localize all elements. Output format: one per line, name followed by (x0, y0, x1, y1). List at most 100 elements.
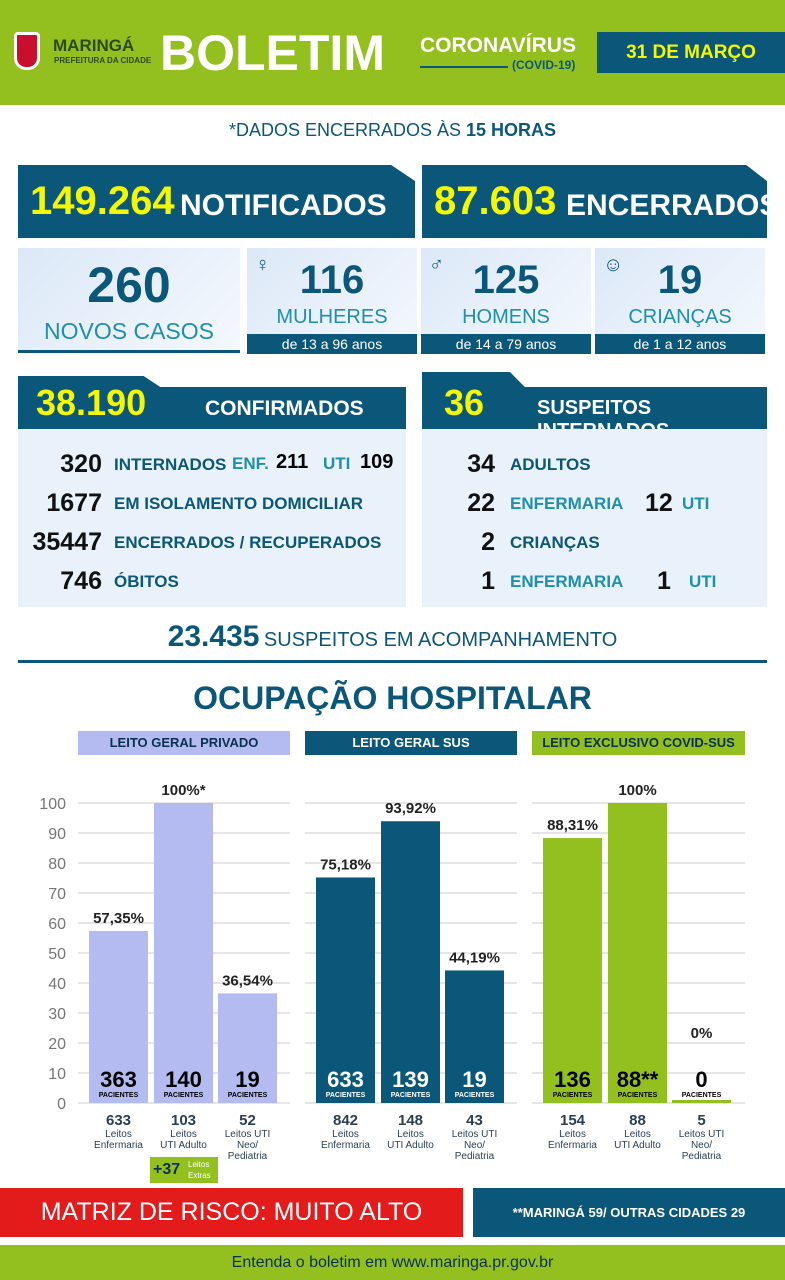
bar (218, 993, 277, 1103)
bar-percent-label: 0% (691, 1025, 713, 1042)
closed-label: ENCERRADOS (566, 189, 780, 222)
bar (381, 821, 440, 1103)
group-label-sus: LEITO GERAL SUS (305, 731, 517, 755)
beds-count: 148 (398, 1112, 423, 1129)
patients-label: PACIENTES (391, 1092, 431, 1099)
icu-value: 1 (657, 567, 671, 595)
card-age-range: de 13 a 96 anos (247, 334, 417, 354)
bulletin-title: BOLETIM (160, 25, 385, 81)
bar-percent-label: 36,54% (222, 972, 273, 989)
row-label: INTERNADOS (114, 455, 227, 474)
ward-label: ENF. (232, 454, 269, 473)
row-label: CRIANÇAS (510, 533, 600, 552)
y-tick-label: 80 (48, 856, 66, 873)
beds-count: 154 (560, 1112, 586, 1129)
baby-icon: ☺ (603, 254, 624, 276)
beds-count: 52 (239, 1112, 256, 1129)
bar (543, 838, 602, 1103)
y-tick-label: 30 (48, 1006, 66, 1023)
icu-value: 109 (360, 451, 394, 473)
new-cases-card: 260 NOVOS CASOS (18, 248, 240, 353)
extra-beds-badge: +37 Leitos Extras (150, 1157, 218, 1183)
patients-value: 363 (100, 1067, 137, 1092)
patients-label: PACIENTES (618, 1092, 658, 1099)
card-value: 116 (299, 258, 365, 302)
beds-count: 43 (466, 1112, 483, 1129)
y-tick-label: 90 (48, 826, 66, 843)
data-cutoff-note: *DADOS ENCERRADOS ÀS 15 HORAS (0, 120, 785, 141)
beds-count: 633 (106, 1112, 131, 1129)
beds-count: 103 (171, 1112, 196, 1129)
confirmed-value: 38.190 (36, 382, 147, 423)
y-tick-label: 100 (39, 796, 66, 813)
beds-count: 88 (629, 1112, 646, 1129)
bed-type-label: Enfermaria (321, 1140, 370, 1151)
confirmed-panel (18, 429, 406, 607)
row-label: ADULTOS (510, 455, 591, 474)
demographic-card: ♀ 116 MULHERES de 13 a 96 anos (247, 248, 417, 354)
card-value: 19 (657, 258, 703, 302)
bar (672, 1100, 731, 1103)
bed-type-label: Leitos (559, 1129, 586, 1140)
website-footer[interactable]: Entenda o boletim em www.maringa.pr.gov.… (0, 1245, 785, 1280)
patients-value: 19 (235, 1067, 259, 1092)
bed-type-label: Leitos UTI (679, 1129, 725, 1140)
bar (608, 803, 667, 1103)
card-label: CRIANÇAS (628, 306, 732, 328)
divider (420, 66, 508, 68)
icu-label: UTI (682, 494, 710, 513)
card-age-range: de 1 a 12 anos (595, 334, 765, 354)
patients-value: 0 (695, 1067, 707, 1092)
y-tick-label: 0 (57, 1096, 66, 1113)
bar (154, 803, 213, 1103)
row-value: 320 (60, 450, 102, 478)
note-hour: 15 HORAS (466, 120, 557, 140)
row-value: 1677 (46, 489, 102, 517)
bed-type-label: Neo/ (464, 1140, 485, 1151)
bed-type-label: Pediatria (682, 1151, 722, 1162)
bed-type-label: Leitos (397, 1129, 424, 1140)
patients-value: 140 (165, 1067, 202, 1092)
patients-label: PACIENTES (228, 1092, 268, 1099)
bar (89, 930, 148, 1103)
bed-type-label: Leitos (624, 1129, 651, 1140)
notified-banner: 149.264 NOTIFICADOS (18, 165, 415, 238)
beds-count: 842 (333, 1112, 358, 1129)
y-tick-label: 10 (48, 1066, 66, 1083)
beds-count: 5 (697, 1112, 705, 1129)
bar-percent-label: 75,18% (320, 856, 371, 873)
demographic-card: ♂ 125 HOMENS de 14 a 79 anos (421, 248, 591, 354)
bed-type-label: Leitos (170, 1129, 197, 1140)
bed-type-label: Enfermaria (548, 1140, 597, 1151)
bar-percent-label: 93,92% (385, 800, 436, 817)
date-badge: 31 DE MARÇO (597, 32, 785, 73)
icu-label: UTI (323, 454, 351, 473)
row-value: 22 (467, 489, 495, 517)
extra-beds-label: Leitos Extras (188, 1160, 211, 1180)
bed-type-label: Enfermaria (94, 1140, 143, 1151)
ward-value: 211 (276, 451, 309, 473)
origin-note: **MARINGÁ 59/ OUTRAS CIDADES 29 (473, 1188, 785, 1237)
patients-value: 136 (554, 1067, 591, 1092)
card-label: MULHERES (276, 306, 388, 328)
suspects-value-box: 36 (422, 372, 532, 428)
risk-banner: MATRIZ DE RISCO: MUITO ALTO (0, 1188, 463, 1237)
y-tick-label: 20 (48, 1036, 66, 1053)
y-tick-label: 60 (48, 916, 66, 933)
new-cases-value: 260 (87, 257, 171, 313)
city-crest-icon (14, 32, 40, 70)
row-label: ENFERMARIA (510, 494, 624, 513)
bar-percent-label: 44,19% (449, 949, 500, 966)
group-label-covid: LEITO EXCLUSIVO COVID-SUS (532, 731, 745, 755)
confirmed-label: CONFIRMADOS (205, 397, 364, 420)
row-label: ENCERRADOS / RECUPERADOS (114, 533, 382, 552)
bar-percent-label: 88,31% (547, 817, 598, 834)
y-tick-label: 40 (48, 976, 66, 993)
monitoring-line: 23.435 SUSPEITOS EM ACOMPANHAMENTO (0, 620, 785, 654)
icu-value: 12 (645, 489, 673, 517)
bed-type-label: Neo/ (691, 1140, 712, 1151)
suspects-value: 36 (444, 382, 485, 423)
card-value: 125 (472, 258, 540, 302)
patients-label: PACIENTES (99, 1092, 139, 1099)
new-cases-label: NOVOS CASOS (44, 318, 214, 344)
